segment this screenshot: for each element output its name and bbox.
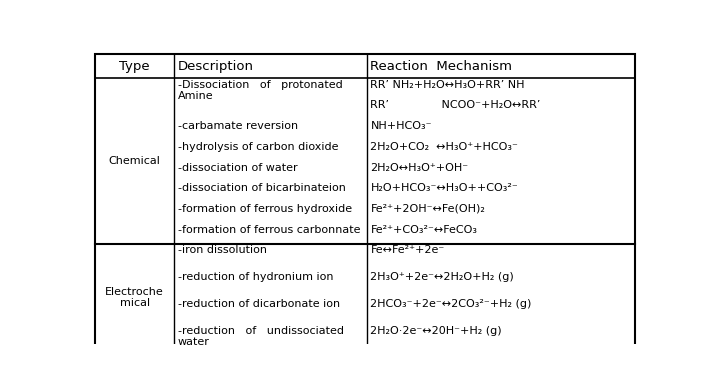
- Text: RR’               NCOO⁻+H₂O↔RR’: RR’ NCOO⁻+H₂O↔RR’: [371, 101, 541, 110]
- Text: 2H₂O+CO₂  ↔H₃O⁺+HCO₃⁻: 2H₂O+CO₂ ↔H₃O⁺+HCO₃⁻: [371, 142, 518, 152]
- Text: Fe↔Fe²⁺+2e⁻: Fe↔Fe²⁺+2e⁻: [371, 245, 444, 255]
- Text: -reduction   of   undissociated
water: -reduction of undissociated water: [178, 325, 344, 347]
- Text: RR’ NH₂+H₂O↔H₃O+RR’ NH: RR’ NH₂+H₂O↔H₃O+RR’ NH: [371, 80, 525, 90]
- Text: -hydrolysis of carbon dioxide: -hydrolysis of carbon dioxide: [178, 142, 339, 152]
- Text: NH+HCO₃⁻: NH+HCO₃⁻: [371, 121, 432, 131]
- Text: -iron dissolution: -iron dissolution: [178, 245, 267, 255]
- Text: Fe²⁺+CO₃²⁻↔FeCO₃: Fe²⁺+CO₃²⁻↔FeCO₃: [371, 224, 478, 235]
- Text: 2H₃O⁺+2e⁻↔2H₂O+H₂ (g): 2H₃O⁺+2e⁻↔2H₂O+H₂ (g): [371, 272, 514, 282]
- Text: Fe²⁺+2OH⁻↔Fe(OH)₂: Fe²⁺+2OH⁻↔Fe(OH)₂: [371, 204, 486, 214]
- Text: -formation of ferrous hydroxide: -formation of ferrous hydroxide: [178, 204, 352, 214]
- Text: -Dissociation   of   protonated
Amine: -Dissociation of protonated Amine: [178, 80, 343, 101]
- Text: -reduction of hydronium ion: -reduction of hydronium ion: [178, 272, 334, 282]
- Text: 2HCO₃⁻+2e⁻↔2CO₃²⁻+H₂ (g): 2HCO₃⁻+2e⁻↔2CO₃²⁻+H₂ (g): [371, 299, 532, 309]
- Text: 2H₂O·2e⁻↔20H⁻+H₂ (g): 2H₂O·2e⁻↔20H⁻+H₂ (g): [371, 325, 502, 336]
- Text: Chemical: Chemical: [109, 156, 160, 166]
- Text: Type: Type: [119, 60, 150, 73]
- Text: -dissociation of bicarbinateion: -dissociation of bicarbinateion: [178, 183, 346, 193]
- Text: -dissociation of water: -dissociation of water: [178, 163, 297, 173]
- Text: Reaction  Mechanism: Reaction Mechanism: [371, 60, 513, 73]
- Text: Description: Description: [178, 60, 254, 73]
- Text: H₂O+HCO₃⁻↔H₃O++CO₃²⁻: H₂O+HCO₃⁻↔H₃O++CO₃²⁻: [371, 183, 518, 193]
- Text: Electroche
mical: Electroche mical: [105, 286, 164, 308]
- Text: -reduction of dicarbonate ion: -reduction of dicarbonate ion: [178, 299, 340, 309]
- Text: -carbamate reversion: -carbamate reversion: [178, 121, 298, 131]
- Text: -formation of ferrous carbonnate: -formation of ferrous carbonnate: [178, 224, 361, 235]
- Text: 2H₂O↔H₃O⁺+OH⁻: 2H₂O↔H₃O⁺+OH⁻: [371, 163, 469, 173]
